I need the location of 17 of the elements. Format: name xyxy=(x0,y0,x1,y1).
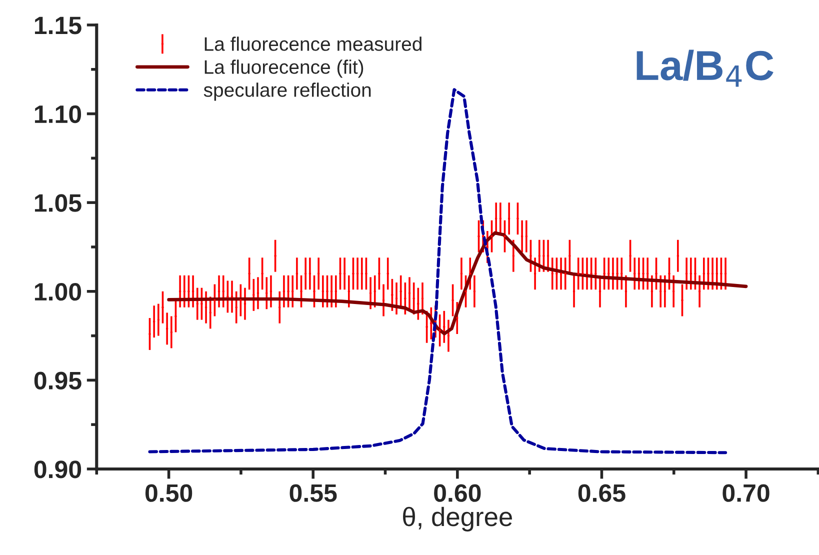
y-tick-label: 0.95 xyxy=(34,372,82,390)
annotation: La/B$_{4}$C xyxy=(636,50,774,87)
y-tick-label: 0.90 xyxy=(34,460,82,478)
y-tick-label: 1.10 xyxy=(34,105,82,124)
x-tick-label: 0.65 xyxy=(578,484,626,502)
x-tick-label: 0.70 xyxy=(722,484,770,502)
line-series xyxy=(167,231,748,336)
legend-label: La fluorecence (fit) xyxy=(204,60,364,78)
x-axis-title: θ, degree xyxy=(403,506,512,532)
y-tick-label: 1.15 xyxy=(34,16,82,34)
x-tick-label: 0.55 xyxy=(290,484,337,502)
x-tick-label: 0.60 xyxy=(434,484,481,502)
legend-label: La fluorecence measured xyxy=(204,36,422,51)
legend-label: speculare reflection xyxy=(204,82,371,101)
x-tick-label: 0.50 xyxy=(145,484,192,502)
y-tick-label: 1.05 xyxy=(34,194,82,212)
y-tick-label: 1.00 xyxy=(34,282,82,301)
